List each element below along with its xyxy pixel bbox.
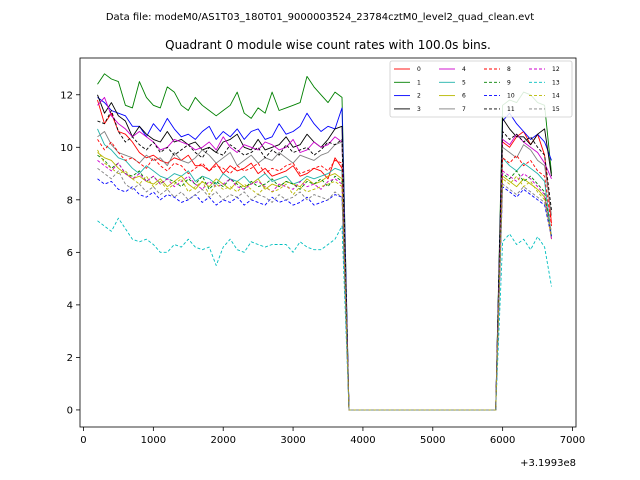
legend-label-7: 7 xyxy=(462,106,466,113)
legend-label-2: 2 xyxy=(417,93,421,100)
chart-title: Quadrant 0 module wise count rates with … xyxy=(165,38,491,52)
x-tick-label: 5000 xyxy=(420,435,445,446)
axis-layer: 0 1000 2000 3000 4000 5000 6000 7000 0 2 4 6 8 10 12 xyxy=(60,90,585,446)
x-tick-label: 0 xyxy=(80,435,86,446)
series-line-15 xyxy=(97,167,552,411)
y-tick-label: 4 xyxy=(67,300,73,311)
x-offset-label: +3.1993e8 xyxy=(520,458,576,469)
x-tick-label: 2000 xyxy=(210,435,235,446)
legend-label-12: 12 xyxy=(552,66,560,73)
series-line-4 xyxy=(97,96,552,411)
legend-label-10: 10 xyxy=(507,93,515,100)
legend-label-5: 5 xyxy=(462,79,466,86)
legend-label-14: 14 xyxy=(552,93,560,100)
series-line-5 xyxy=(97,128,552,411)
series-line-0 xyxy=(97,99,552,411)
legend-label-9: 9 xyxy=(507,79,511,86)
series-line-13 xyxy=(97,217,552,411)
legend-label-8: 8 xyxy=(507,66,511,73)
legend-label-15: 15 xyxy=(552,106,560,113)
series-line-7 xyxy=(97,131,552,411)
series-line-1 xyxy=(97,73,552,411)
legend-label-0: 0 xyxy=(417,66,421,73)
legend-label-3: 3 xyxy=(417,106,421,113)
x-tick-label: 4000 xyxy=(350,435,375,446)
figure-suptitle: Data file: modeM0/AS1T03_180T01_90000035… xyxy=(106,12,534,23)
plot-frame xyxy=(79,57,577,428)
legend-label-4: 4 xyxy=(462,66,466,73)
series-line-2 xyxy=(97,97,552,411)
y-tick-label: 8 xyxy=(67,195,73,206)
y-tick-label: 12 xyxy=(60,90,73,101)
series-line-12 xyxy=(97,160,552,411)
series-layer xyxy=(97,73,552,411)
legend-box xyxy=(389,60,573,118)
series-line-10 xyxy=(97,178,552,411)
legend-label-1: 1 xyxy=(417,79,421,86)
legend-label-6: 6 xyxy=(462,93,466,100)
legend-label-13: 13 xyxy=(552,79,560,86)
x-tick-label: 6000 xyxy=(490,435,515,446)
series-line-9 xyxy=(97,154,552,411)
y-tick-label: 6 xyxy=(67,248,73,259)
y-tick-label: 2 xyxy=(67,353,73,364)
x-tick-label: 3000 xyxy=(280,435,305,446)
y-tick-label: 0 xyxy=(67,405,73,416)
legend-label-11: 11 xyxy=(507,106,515,113)
series-line-11 xyxy=(97,110,552,411)
x-tick-label: 7000 xyxy=(560,435,585,446)
x-tick-label: 1000 xyxy=(141,435,166,446)
series-line-14 xyxy=(97,149,552,411)
y-tick-label: 10 xyxy=(60,143,73,154)
